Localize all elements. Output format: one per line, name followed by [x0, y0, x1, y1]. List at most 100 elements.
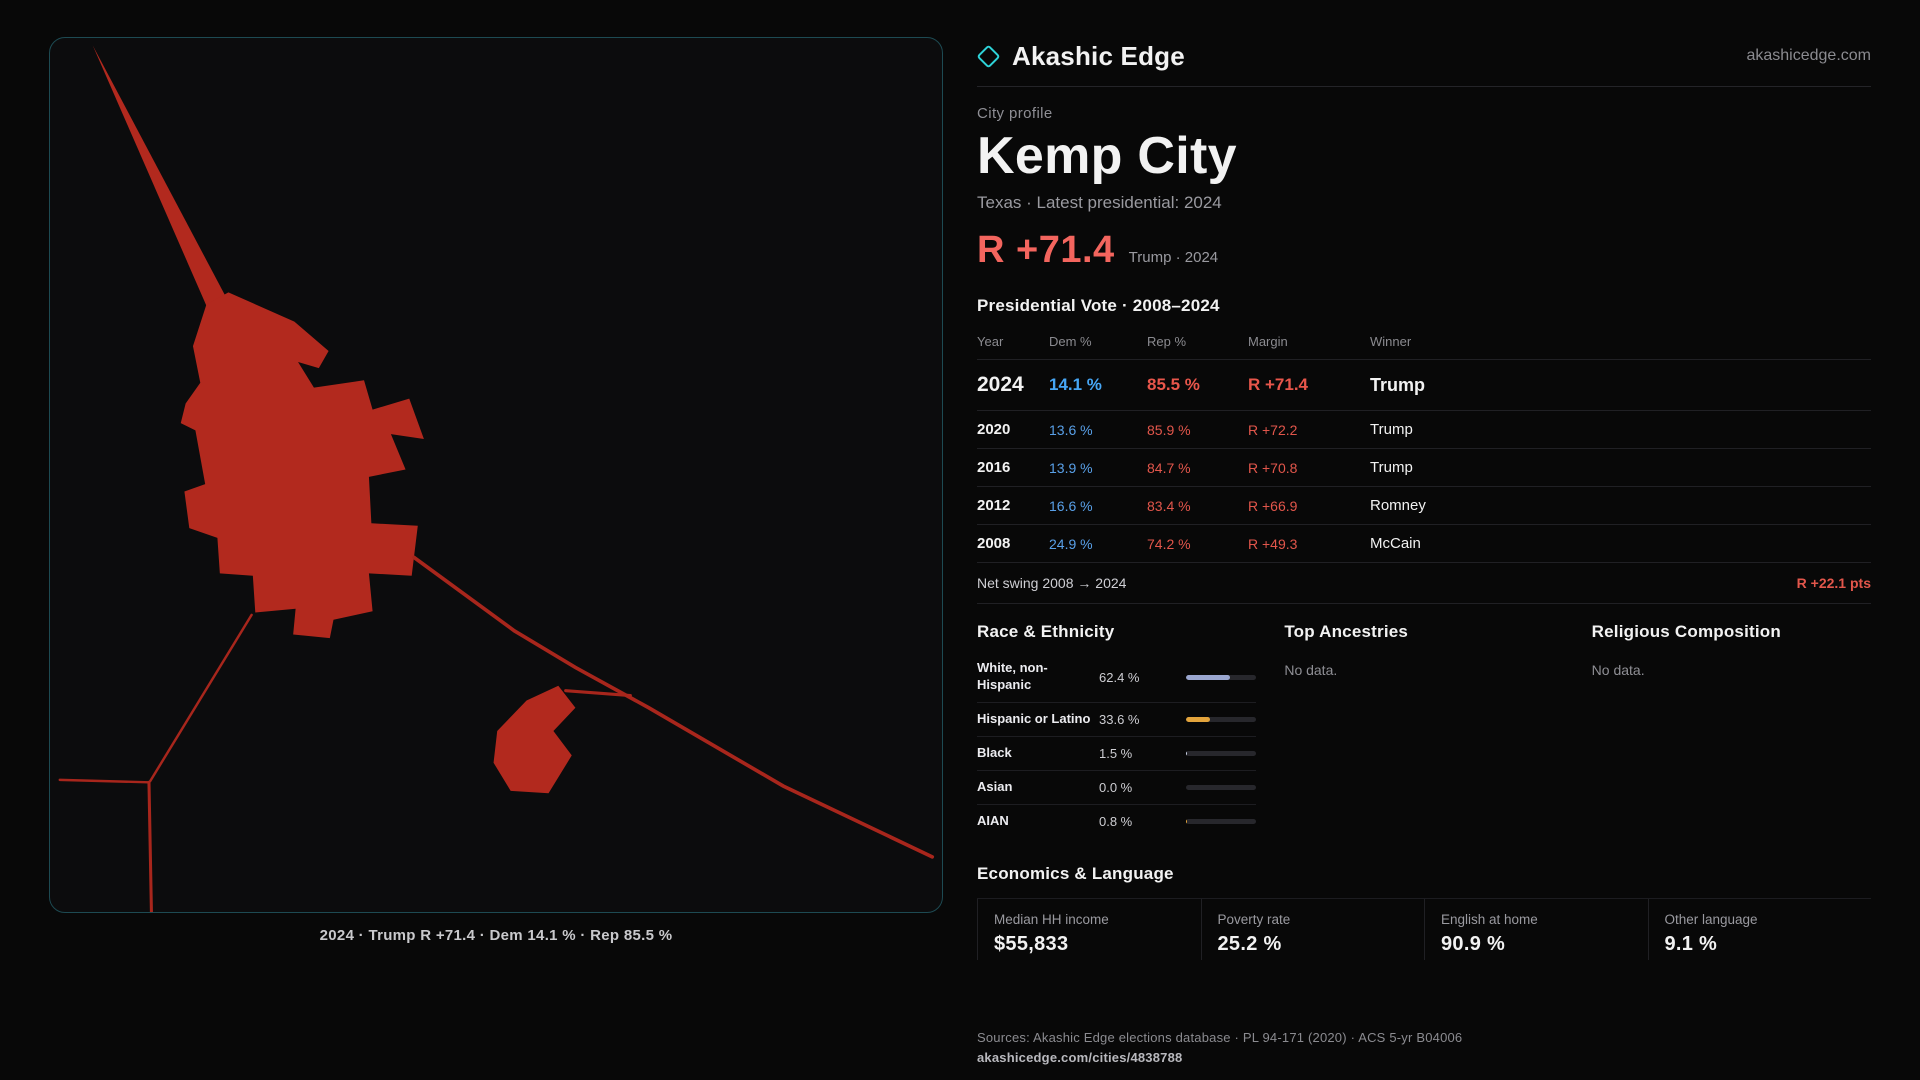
- race-ethnicity-title: Race & Ethnicity: [977, 622, 1115, 642]
- headline-margin-value: R +71.4: [977, 229, 1115, 272]
- race-value: 62.4 %: [1099, 669, 1140, 685]
- race-row: Asian 0.0 %: [977, 771, 1257, 805]
- race-bar: [1186, 818, 1257, 824]
- col-dem: Dem %: [1049, 334, 1092, 350]
- permalink[interactable]: akashicedge.com/cities/4838788: [977, 1049, 1183, 1065]
- header-divider: [977, 86, 1871, 87]
- race-value: 0.0 %: [1099, 779, 1133, 795]
- vote-rep: 85.5 %: [1147, 375, 1200, 395]
- col-winner: Winner: [1370, 334, 1412, 350]
- economics-stats: Median HH income $55,833 Poverty rate 25…: [977, 897, 1872, 960]
- race-bar-fill: [1186, 818, 1187, 824]
- brand-name: Akashic Edge: [1012, 40, 1185, 71]
- vote-winner: Trump: [1370, 459, 1413, 477]
- city-map-panel: [49, 37, 943, 913]
- vote-dem: 13.9 %: [1049, 459, 1093, 476]
- col-margin: Margin: [1248, 334, 1288, 350]
- vote-margin: R +72.2: [1248, 421, 1298, 438]
- race-bar-fill: [1186, 716, 1210, 722]
- brand-diamond-icon: [976, 43, 1001, 69]
- col-rep: Rep %: [1147, 334, 1187, 350]
- net-swing-label: Net swing 2008 → 2024: [977, 575, 1127, 592]
- net-swing-value: R +22.1 pts: [1796, 575, 1871, 592]
- city-subtitle: Texas · Latest presidential: 2024: [977, 193, 1222, 213]
- vote-dem: 14.1 %: [1049, 375, 1102, 395]
- race-ethnicity-panel: Race & Ethnicity White, non-Hispanic 62.…: [977, 622, 1257, 838]
- page-footer: Sources: Akashic Edge elections database…: [977, 1030, 1871, 1065]
- vote-dem: 16.6 %: [1049, 497, 1093, 514]
- vote-rep: 74.2 %: [1147, 535, 1191, 552]
- race-label: Hispanic or Latino: [977, 711, 1091, 727]
- vote-rep: 83.4 %: [1147, 497, 1191, 514]
- race-row: Hispanic or Latino 33.6 %: [977, 703, 1257, 737]
- stat-english-at-home: English at home 90.9 %: [1424, 898, 1648, 960]
- vote-year: 2020: [977, 421, 1011, 439]
- race-bar-fill: [1186, 750, 1188, 756]
- brand: Akashic Edge: [976, 40, 1185, 72]
- vote-year: 2024: [977, 373, 1024, 397]
- sources-line: Sources: Akashic Edge elections database…: [977, 1029, 1463, 1045]
- vote-year: 2008: [977, 535, 1011, 553]
- race-label: White, non-Hispanic: [977, 660, 1048, 693]
- race-value: 33.6 %: [1099, 711, 1140, 727]
- race-value: 1.5 %: [1099, 745, 1133, 761]
- vote-dem: 13.6 %: [1049, 421, 1093, 438]
- vote-rep: 84.7 %: [1147, 459, 1191, 476]
- map-caption: 2024 · Trump R +71.4 · Dem 14.1 % · Rep …: [319, 927, 673, 944]
- race-bar-fill: [1186, 674, 1230, 680]
- site-header: Akashic Edge akashicedge.com: [976, 39, 1871, 73]
- vote-winner: McCain: [1370, 535, 1421, 553]
- race-bar: [1186, 674, 1257, 680]
- stat-value: $55,833: [994, 932, 1069, 955]
- profile-content: Akashic Edge akashicedge.com City profil…: [976, 37, 1872, 1065]
- stat-poverty-rate: Poverty rate 25.2 %: [1200, 898, 1425, 960]
- top-ancestries-empty: No data.: [1284, 662, 1338, 679]
- vote-winner: Trump: [1370, 421, 1413, 439]
- site-domain-link[interactable]: akashicedge.com: [1746, 47, 1871, 64]
- vote-table-title: Presidential Vote · 2008–2024: [977, 296, 1220, 316]
- economics-title: Economics & Language: [977, 863, 1174, 883]
- race-row: Black 1.5 %: [977, 737, 1257, 771]
- vote-year: 2016: [977, 459, 1011, 477]
- vote-dem: 24.9 %: [1049, 535, 1093, 552]
- stat-value: 9.1 %: [1664, 932, 1718, 955]
- top-ancestries-panel: Top Ancestries No data.: [1284, 622, 1563, 837]
- stat-value: 90.9 %: [1441, 932, 1506, 955]
- vote-row-2020: 2020 13.6 % 85.9 % R +72.2 Trump: [977, 411, 1871, 450]
- race-label: Black: [977, 744, 1012, 760]
- vote-year: 2012: [977, 497, 1011, 515]
- stat-label: English at home: [1441, 911, 1538, 927]
- race-row: AIAN 0.8 %: [977, 805, 1257, 838]
- stat-label: Poverty rate: [1217, 911, 1291, 927]
- city-title: Kemp City: [977, 127, 1237, 185]
- vote-row-2016: 2016 13.9 % 84.7 % R +70.8 Trump: [977, 449, 1871, 488]
- religious-composition-panel: Religious Composition No data.: [1592, 622, 1871, 837]
- vote-row-2012: 2012 16.6 % 83.4 % R +66.9 Romney: [977, 487, 1871, 526]
- vote-winner: Trump: [1370, 374, 1426, 395]
- headline-margin-caption: Trump · 2024: [1128, 249, 1219, 267]
- race-rows: White, non-Hispanic 62.4 % Hispanic or L…: [977, 652, 1257, 838]
- stat-label: Median HH income: [994, 911, 1109, 927]
- race-row: White, non-Hispanic 62.4 %: [977, 652, 1257, 704]
- vote-row-2008: 2008 24.9 % 74.2 % R +49.3 McCain: [977, 525, 1871, 564]
- race-bar: [1186, 716, 1257, 722]
- page-kicker: City profile: [977, 105, 1053, 122]
- stat-other-language: Other language 9.1 %: [1647, 898, 1872, 960]
- headline-margin-row: R +71.4 Trump · 2024: [977, 229, 1871, 272]
- race-label: Asian: [977, 778, 1013, 794]
- net-swing-row: Net swing 2008 → 2024 R +22.1 pts: [977, 563, 1871, 605]
- vote-margin: R +66.9: [1248, 497, 1298, 514]
- vote-row-2024: 2024 14.1 % 85.5 % R +71.4 Trump: [977, 360, 1871, 412]
- demographics-section: Race & Ethnicity White, non-Hispanic 62.…: [977, 622, 1871, 837]
- religious-composition-empty: No data.: [1591, 662, 1645, 679]
- vote-table-header: Year Dem % Rep % Margin Winner: [977, 330, 1871, 361]
- race-label: AIAN: [977, 812, 1009, 828]
- stat-median-hh-income: Median HH income $55,833: [977, 898, 1201, 960]
- race-bar: [1186, 750, 1257, 756]
- vote-table: Year Dem % Rep % Margin Winner 2024 14.1…: [977, 330, 1871, 564]
- stat-label: Other language: [1664, 911, 1758, 927]
- top-ancestries-title: Top Ancestries: [1284, 622, 1409, 642]
- stat-value: 25.2 %: [1217, 932, 1282, 955]
- city-boundary-map: [58, 45, 935, 912]
